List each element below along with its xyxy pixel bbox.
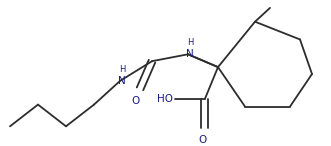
Text: O: O — [199, 135, 207, 145]
Text: N: N — [118, 76, 126, 86]
Text: O: O — [132, 96, 140, 106]
Text: H: H — [187, 38, 193, 47]
Text: HO: HO — [157, 94, 173, 104]
Text: N: N — [186, 49, 194, 59]
Text: H: H — [119, 65, 125, 74]
